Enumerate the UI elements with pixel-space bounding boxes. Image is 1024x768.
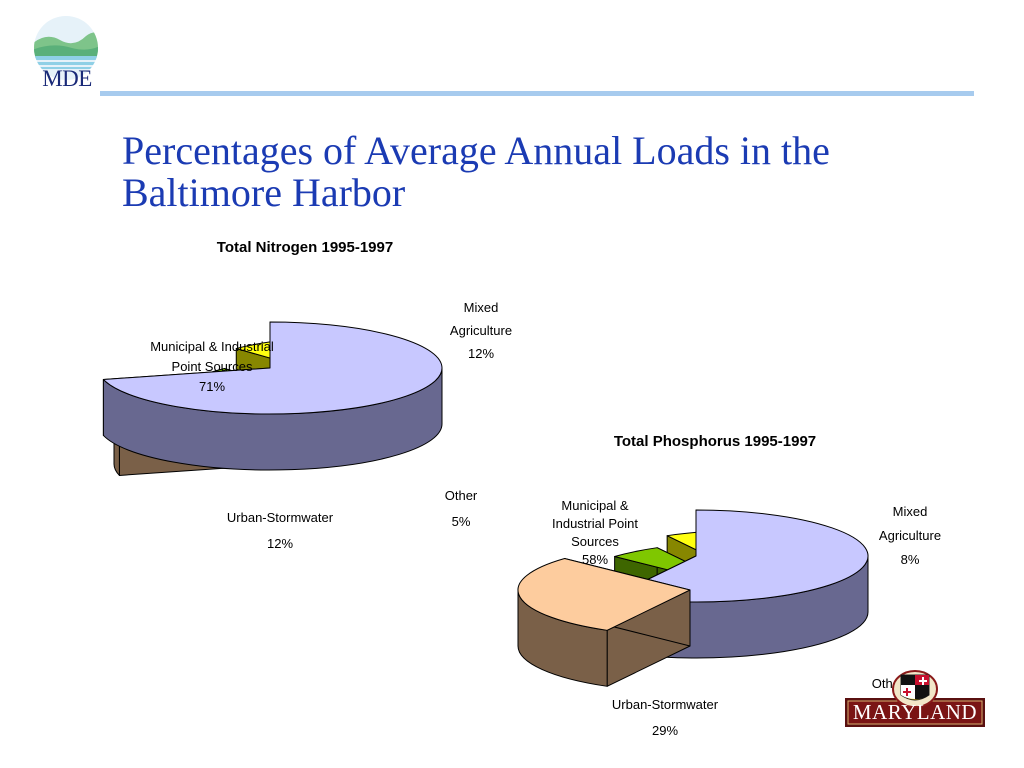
maryland-logo-icon: [845, 670, 985, 727]
slice-urban-stormwater: [517, 558, 691, 687]
mde-logo-icon: [34, 16, 98, 80]
label-mixed-agriculture: Agriculture: [879, 528, 941, 543]
chart-title: Total Phosphorus 1995-1997: [614, 433, 816, 450]
label-municipal-industrial-point-sources-value: 58%: [582, 552, 608, 567]
slide-title: Percentages of Average Annual Loads in t…: [122, 130, 982, 214]
phosphorus-chart: Total Phosphorus 1995-1997 Municipal & Ind…: [517, 433, 941, 738]
slide-title-line-1: Percentages of Average Annual Loads in t…: [122, 128, 830, 173]
label-municipal-industrial-point-sources: Municipal & Industrial: [150, 339, 274, 354]
slide-title-line-2: Baltimore Harbor: [122, 170, 406, 215]
nitrogen-chart: Total Nitrogen 1995-1997 Municipal & Indu…: [102, 239, 512, 551]
maryland-logo-text: MARYLAND: [852, 700, 978, 724]
label-urban-stormwater: Urban-Stormwater: [612, 697, 719, 712]
label-urban-stormwater-value: 12%: [267, 536, 293, 551]
label-municipal-industrial-point-sources-value: 71%: [199, 379, 225, 394]
label-urban-stormwater-value: 29%: [652, 723, 678, 738]
label-mixed-agriculture: Mixed: [464, 300, 499, 315]
header-rule: [100, 91, 974, 96]
label-municipal-industrial-point-sources: Municipal &: [561, 498, 629, 513]
label-urban-stormwater: Urban-Stormwater: [227, 510, 334, 525]
label-municipal-industrial-point-sources: Industrial Point: [552, 516, 638, 531]
label-municipal-industrial-point-sources: Point Sources: [172, 359, 253, 374]
slice-municipal-industrial-point-sources: [102, 321, 443, 471]
mde-logo-text: MDE: [42, 66, 92, 91]
chart-title: Total Nitrogen 1995-1997: [217, 239, 393, 256]
label-mixed-agriculture-value: 8%: [901, 552, 920, 567]
label-other-value: 5%: [452, 514, 471, 529]
label-mixed-agriculture: Agriculture: [450, 323, 512, 338]
label-other: Other: [445, 488, 478, 503]
label-mixed-agriculture-value: 12%: [468, 346, 494, 361]
label-municipal-industrial-point-sources: Sources: [571, 534, 619, 549]
label-mixed-agriculture: Mixed: [893, 504, 928, 519]
